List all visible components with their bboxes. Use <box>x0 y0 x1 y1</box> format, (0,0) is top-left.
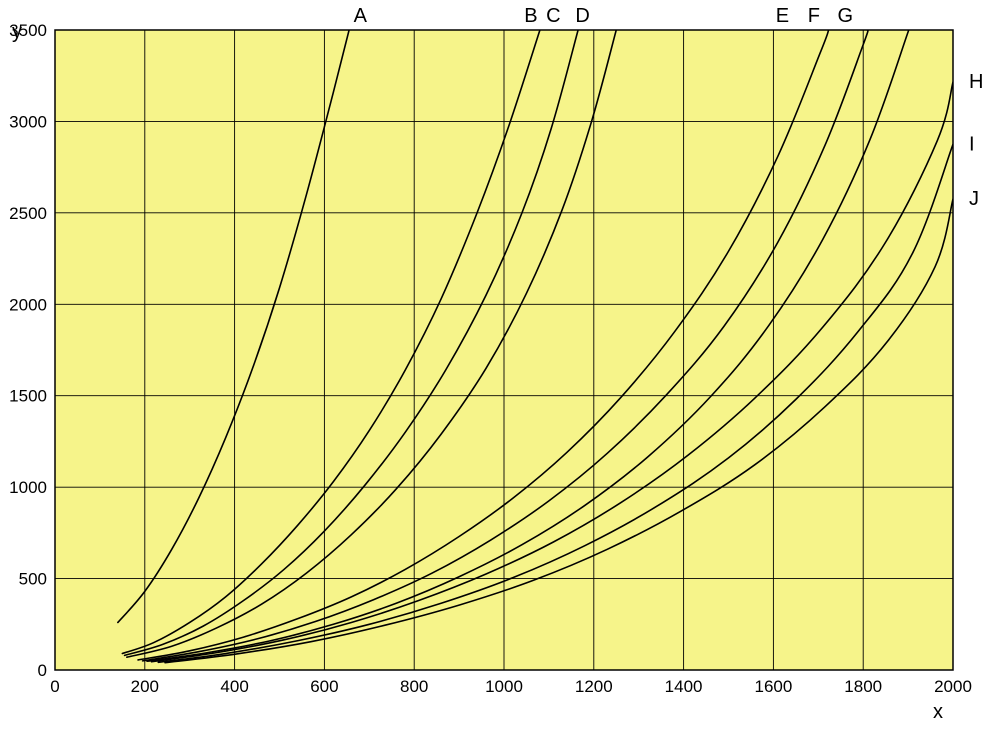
x-tick-label: 1200 <box>575 677 613 696</box>
curve-label-D: D <box>575 5 589 27</box>
x-tick-label: 2000 <box>934 677 972 696</box>
y-tick-label: 1000 <box>9 478 47 497</box>
y-tick-label: 0 <box>38 661 47 680</box>
x-tick-label: 600 <box>310 677 338 696</box>
curve-label-B: B <box>524 5 537 27</box>
y-axis-label: y <box>12 21 22 43</box>
multi-curve-line-chart: 0 200 400 600 800 1000 1200 1400 1600 1800 2000 0 50… <box>0 0 1000 730</box>
curve-label-E: E <box>776 5 789 27</box>
y-tick-label: 2500 <box>9 204 47 223</box>
y-tick-label: 1500 <box>9 387 47 406</box>
curve-label-H: H <box>969 71 983 93</box>
curve-label-J: J <box>969 188 979 210</box>
x-tick-label: 1800 <box>844 677 882 696</box>
curve-label-C: C <box>546 5 560 27</box>
curve-label-I: I <box>969 133 975 155</box>
chart-container: 0 200 400 600 800 1000 1200 1400 1600 1800 2000 0 50… <box>0 0 1000 730</box>
x-tick-label: 400 <box>220 677 248 696</box>
x-tick-label: 1000 <box>485 677 523 696</box>
x-tick-label: 0 <box>50 677 59 696</box>
x-tick-label: 200 <box>131 677 159 696</box>
x-axis-label: x <box>933 701 943 723</box>
y-tick-label: 3000 <box>9 112 47 131</box>
curve-label-A: A <box>354 5 368 27</box>
x-tick-label: 1600 <box>754 677 792 696</box>
curve-label-G: G <box>837 5 853 27</box>
curve-label-F: F <box>808 5 820 27</box>
x-tick-label: 1400 <box>665 677 703 696</box>
x-tick-label: 800 <box>400 677 428 696</box>
y-tick-label: 500 <box>19 570 47 589</box>
y-tick-label: 2000 <box>9 295 47 314</box>
